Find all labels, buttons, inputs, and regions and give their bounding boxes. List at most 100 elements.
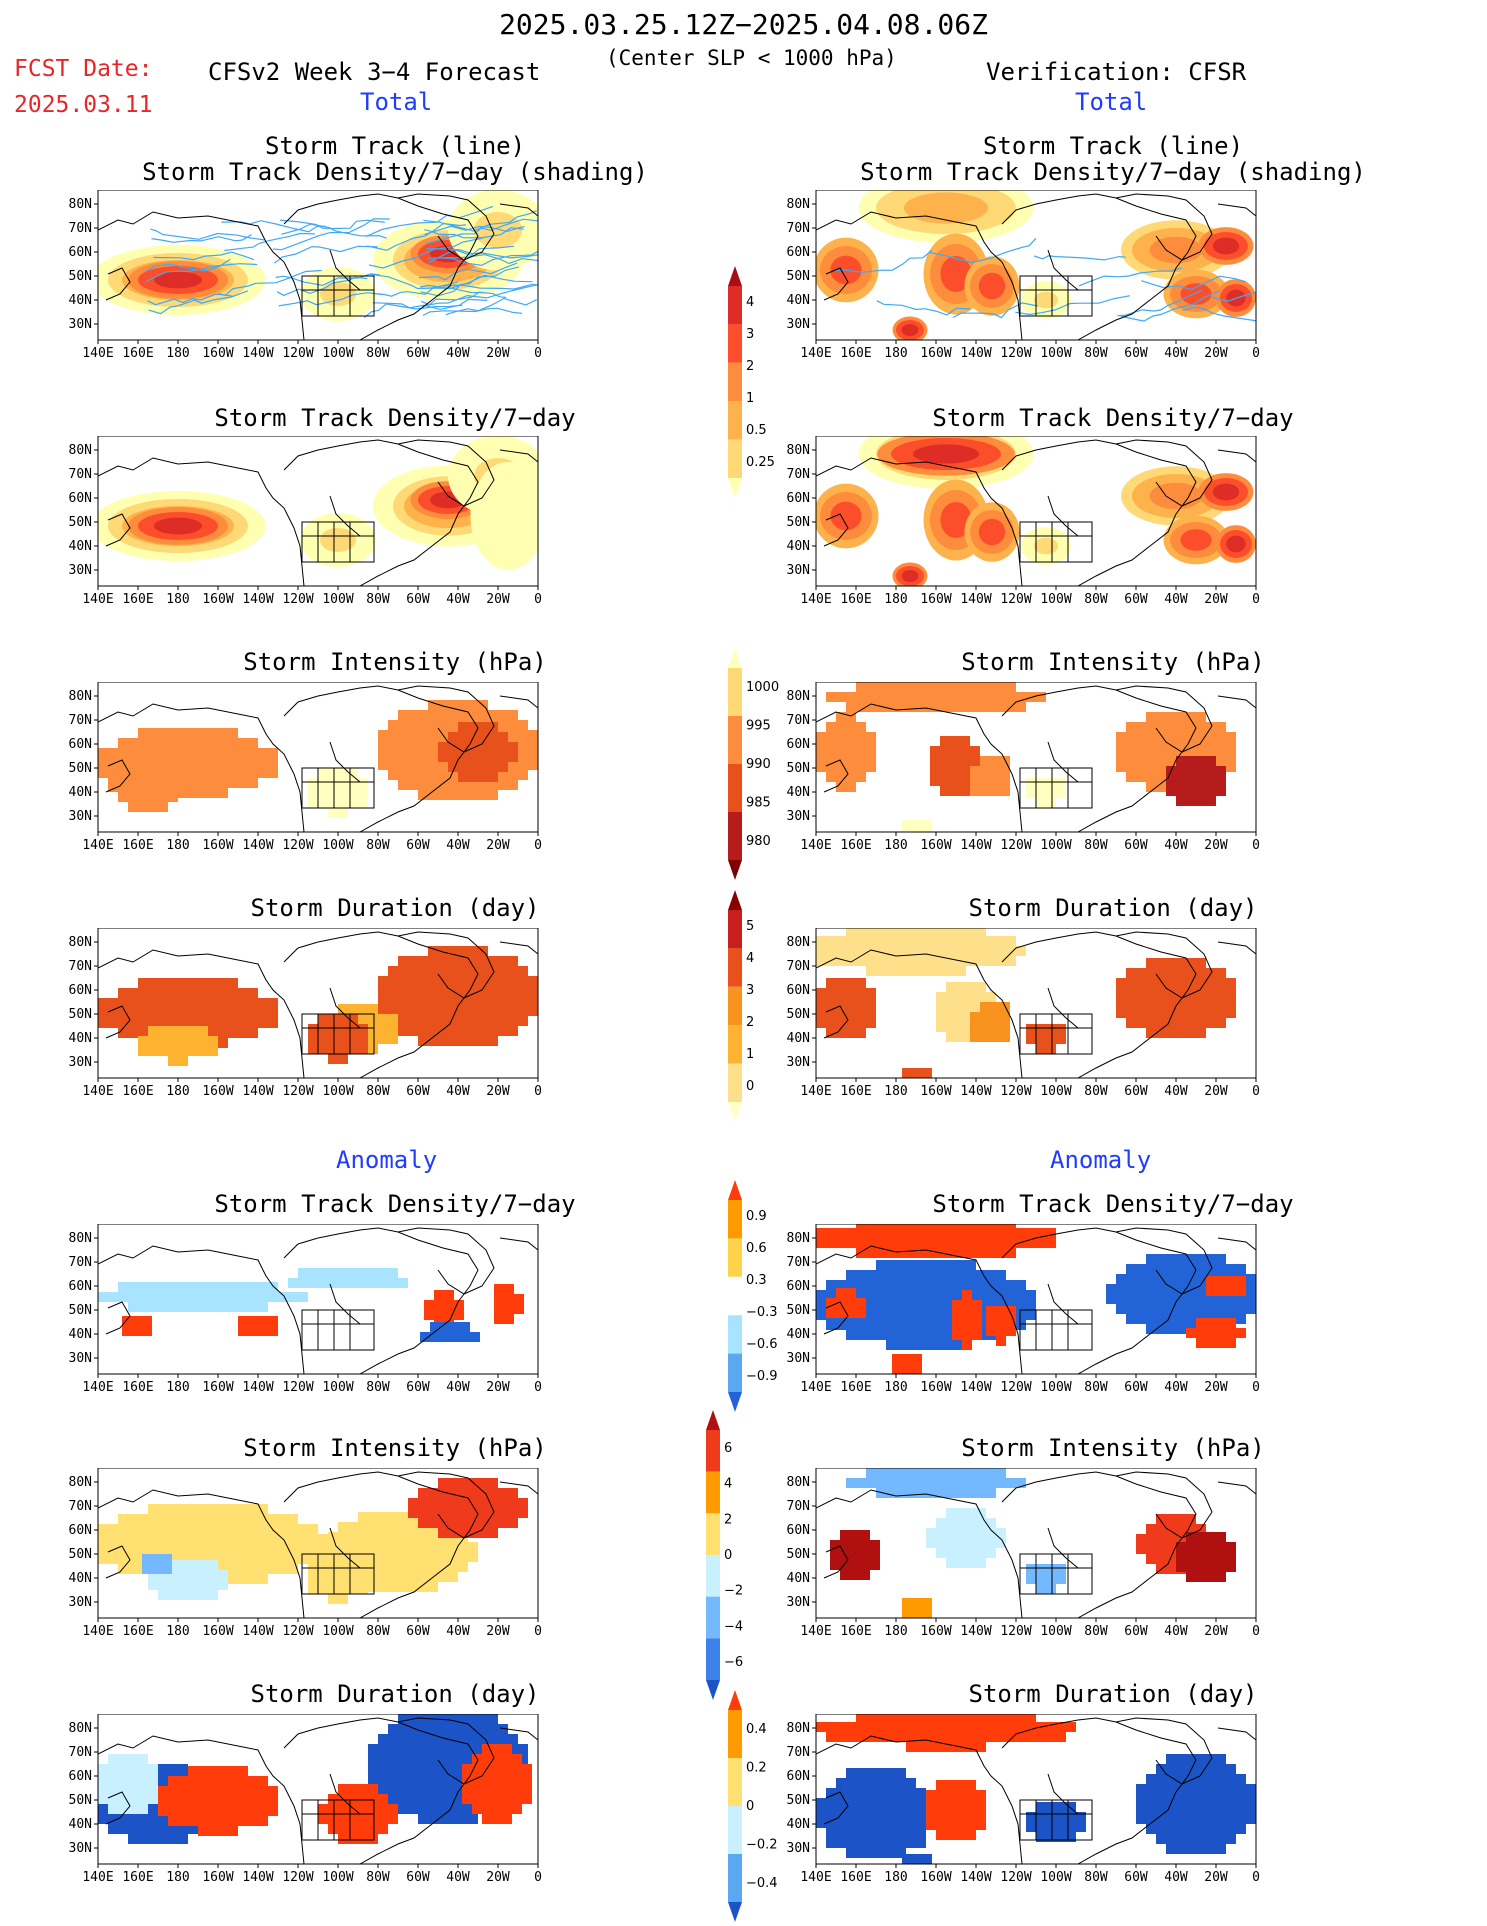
grid-cell (168, 1056, 178, 1066)
grid-cell (138, 1302, 148, 1312)
grid-cell (1176, 1008, 1186, 1018)
lon-label: 100W (1040, 346, 1071, 361)
grid-cell (1206, 1814, 1216, 1824)
grid-cell (440, 1332, 450, 1342)
grid-cell (836, 998, 846, 1008)
grid-cell (836, 1018, 846, 1028)
grid-cell (1136, 732, 1146, 742)
grid-cell (482, 1814, 492, 1824)
grid-cell (228, 1766, 238, 1776)
lon-label: 140E (82, 592, 113, 607)
grid-cell (258, 998, 268, 1008)
grid-cell (976, 1468, 986, 1478)
grid-cell (1026, 1034, 1036, 1044)
grid-cell (876, 1732, 886, 1742)
grid-cell (408, 1562, 418, 1572)
grid-cell (1186, 1304, 1196, 1314)
grid-cell (946, 1340, 956, 1350)
grid-cell (966, 1780, 976, 1790)
colorbar-label: 0.4 (746, 1722, 767, 1737)
grid-cell (1056, 1812, 1066, 1822)
grid-cell (122, 1316, 132, 1326)
grid-cell (960, 786, 970, 796)
grid-cell (398, 1026, 408, 1036)
grid-cell (158, 1806, 168, 1816)
lon-label: 60W (1124, 1084, 1148, 1099)
grid-cell (876, 1714, 886, 1722)
grid-cell (368, 1278, 378, 1288)
grid-cell (1176, 1552, 1186, 1562)
grid-cell (876, 1468, 886, 1478)
grid-cell (956, 692, 966, 702)
grid-cell (108, 1008, 118, 1018)
grid-cell (972, 1300, 982, 1310)
grid-cell (228, 1776, 238, 1786)
grid-cell (966, 1742, 976, 1752)
grid-cell (148, 1046, 158, 1056)
storm-track (368, 237, 483, 269)
grid-cell (518, 1744, 528, 1754)
lon-label: 40W (446, 838, 470, 853)
grid-cell (906, 1310, 916, 1320)
right-density-anom-panel: 80N 70N 60N 50N 40N 30N 140E 160E 180 160W 140W 120… (766, 1224, 1266, 1396)
grid-cell (108, 772, 118, 782)
grid-cell (946, 1790, 956, 1800)
lat-label: 60N (69, 1769, 92, 1784)
grid-cell (1166, 1314, 1176, 1324)
grid-cell (378, 1552, 388, 1562)
grid-cell (946, 1330, 956, 1340)
grid-cell (448, 1562, 458, 1572)
grid-cell (178, 1302, 188, 1312)
storm-track (224, 232, 315, 252)
grid-cell (398, 740, 408, 750)
grid-cell (1146, 968, 1156, 978)
density-contour (154, 271, 202, 289)
lat-label: 70N (787, 467, 810, 482)
grid-cell (846, 722, 856, 732)
grid-cell (1206, 1784, 1216, 1794)
grid-cell (1186, 1514, 1196, 1524)
grid-cell (138, 738, 148, 748)
lat-label: 50N (69, 1547, 92, 1562)
colorbar-segment (728, 1353, 742, 1392)
grid-cell (1136, 1534, 1146, 1544)
grid-cell (128, 1008, 138, 1018)
grid-cell (338, 1278, 348, 1288)
grid-cell (388, 1562, 398, 1572)
lon-label: 160W (202, 1380, 233, 1395)
grid-cell (926, 1270, 936, 1280)
grid-cell (328, 1804, 338, 1814)
grid-cell (502, 1814, 512, 1824)
grid-cell (1226, 1276, 1236, 1286)
grid-cell (1246, 1814, 1256, 1824)
grid-cell (950, 786, 960, 796)
grid-cell (128, 1292, 138, 1302)
grid-cell (1186, 968, 1196, 978)
grid-cell (866, 1320, 876, 1330)
grid-cell (866, 702, 876, 712)
grid-cell (158, 762, 168, 772)
grid-cell (896, 1290, 906, 1300)
grid-cell (488, 1528, 498, 1538)
grid-cell (228, 1008, 238, 1018)
grid-cell (876, 1228, 886, 1238)
grid-cell (208, 1816, 218, 1826)
grid-cell (198, 1570, 208, 1580)
grid-cell (1036, 1812, 1046, 1822)
grid-cell (458, 700, 468, 710)
grid-cell (1166, 1514, 1176, 1524)
grid-cell (168, 978, 178, 988)
grid-cell (846, 762, 856, 772)
grid-cell (448, 1794, 458, 1804)
grid-cell (508, 1734, 518, 1744)
grid-cell (118, 1784, 128, 1794)
colorbar-label: 2 (724, 1512, 732, 1527)
coastline (397, 931, 495, 999)
grid-cell (1166, 1764, 1176, 1774)
grid-cell (840, 1540, 850, 1550)
lat-label: 70N (787, 713, 810, 728)
grid-cell (986, 1722, 996, 1732)
grid-cell (962, 1330, 972, 1340)
grid-cell (1176, 1844, 1186, 1854)
grid-cell (518, 1498, 528, 1508)
